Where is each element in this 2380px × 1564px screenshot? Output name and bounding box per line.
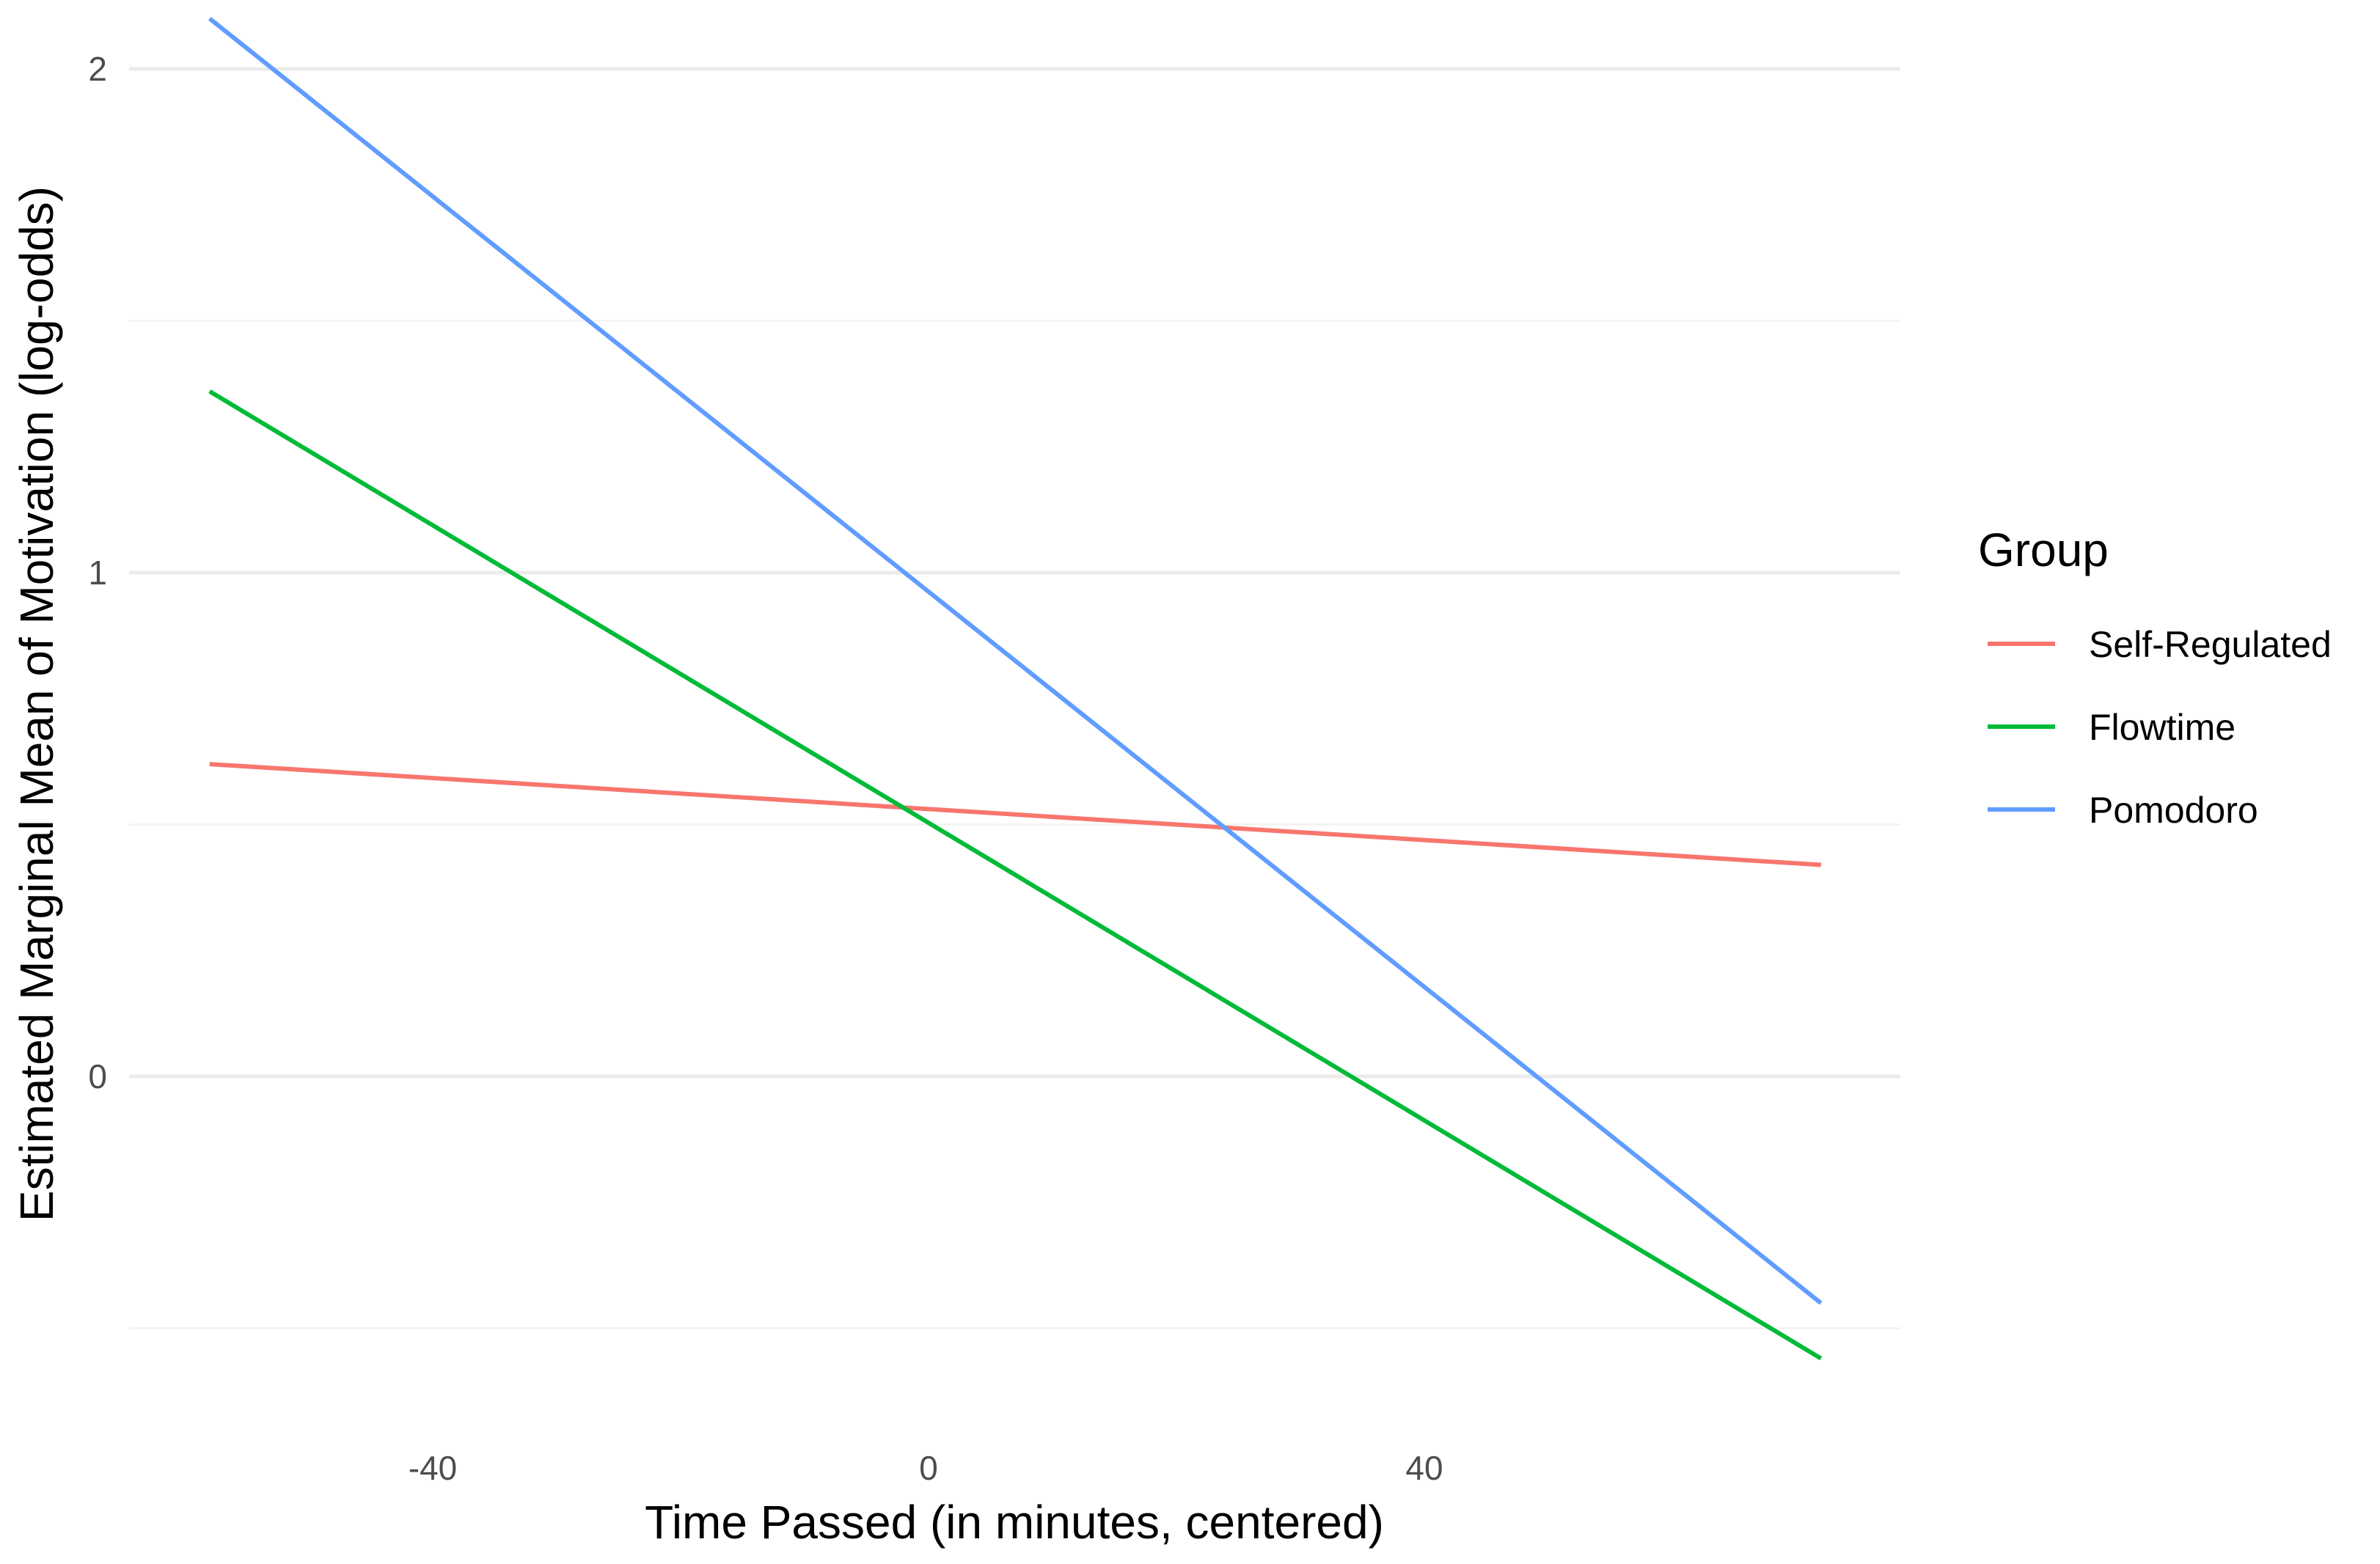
x-axis-tick-labels: -40 0 40 — [409, 1449, 1443, 1487]
y-tick-label-2: 2 — [88, 50, 107, 88]
legend-label-pomodoro: Pomodoro — [2089, 790, 2258, 831]
legend: Group Self-Regulated Flowtime Pomodoro — [1978, 524, 2332, 831]
minor-gridlines — [129, 320, 1900, 1329]
x-axis-title: Time Passed (in minutes, centered) — [645, 1496, 1384, 1549]
legend-label-self-regulated: Self-Regulated — [2089, 624, 2332, 665]
series-line-self-regulated — [209, 762, 1821, 867]
y-tick-label-1: 1 — [88, 554, 107, 592]
series-line-pomodoro — [208, 16, 1823, 1305]
legend-title: Group — [1978, 524, 2109, 576]
y-axis-tick-labels: 0 1 2 — [88, 50, 107, 1095]
legend-label-flowtime: Flowtime — [2089, 707, 2236, 748]
legend-items: Self-Regulated Flowtime Pomodoro — [1988, 624, 2332, 831]
series-line-flowtime — [208, 389, 1823, 1361]
x-tick-label-1: 0 — [919, 1449, 938, 1487]
x-tick-label-0: -40 — [409, 1449, 457, 1487]
x-tick-label-2: 40 — [1405, 1449, 1443, 1487]
major-gridlines — [129, 67, 1900, 1079]
series-lines — [208, 16, 1823, 1361]
y-axis-title: Estimated Marginal Mean of Motivation (l… — [10, 186, 63, 1222]
y-tick-label-0: 0 — [88, 1057, 107, 1095]
